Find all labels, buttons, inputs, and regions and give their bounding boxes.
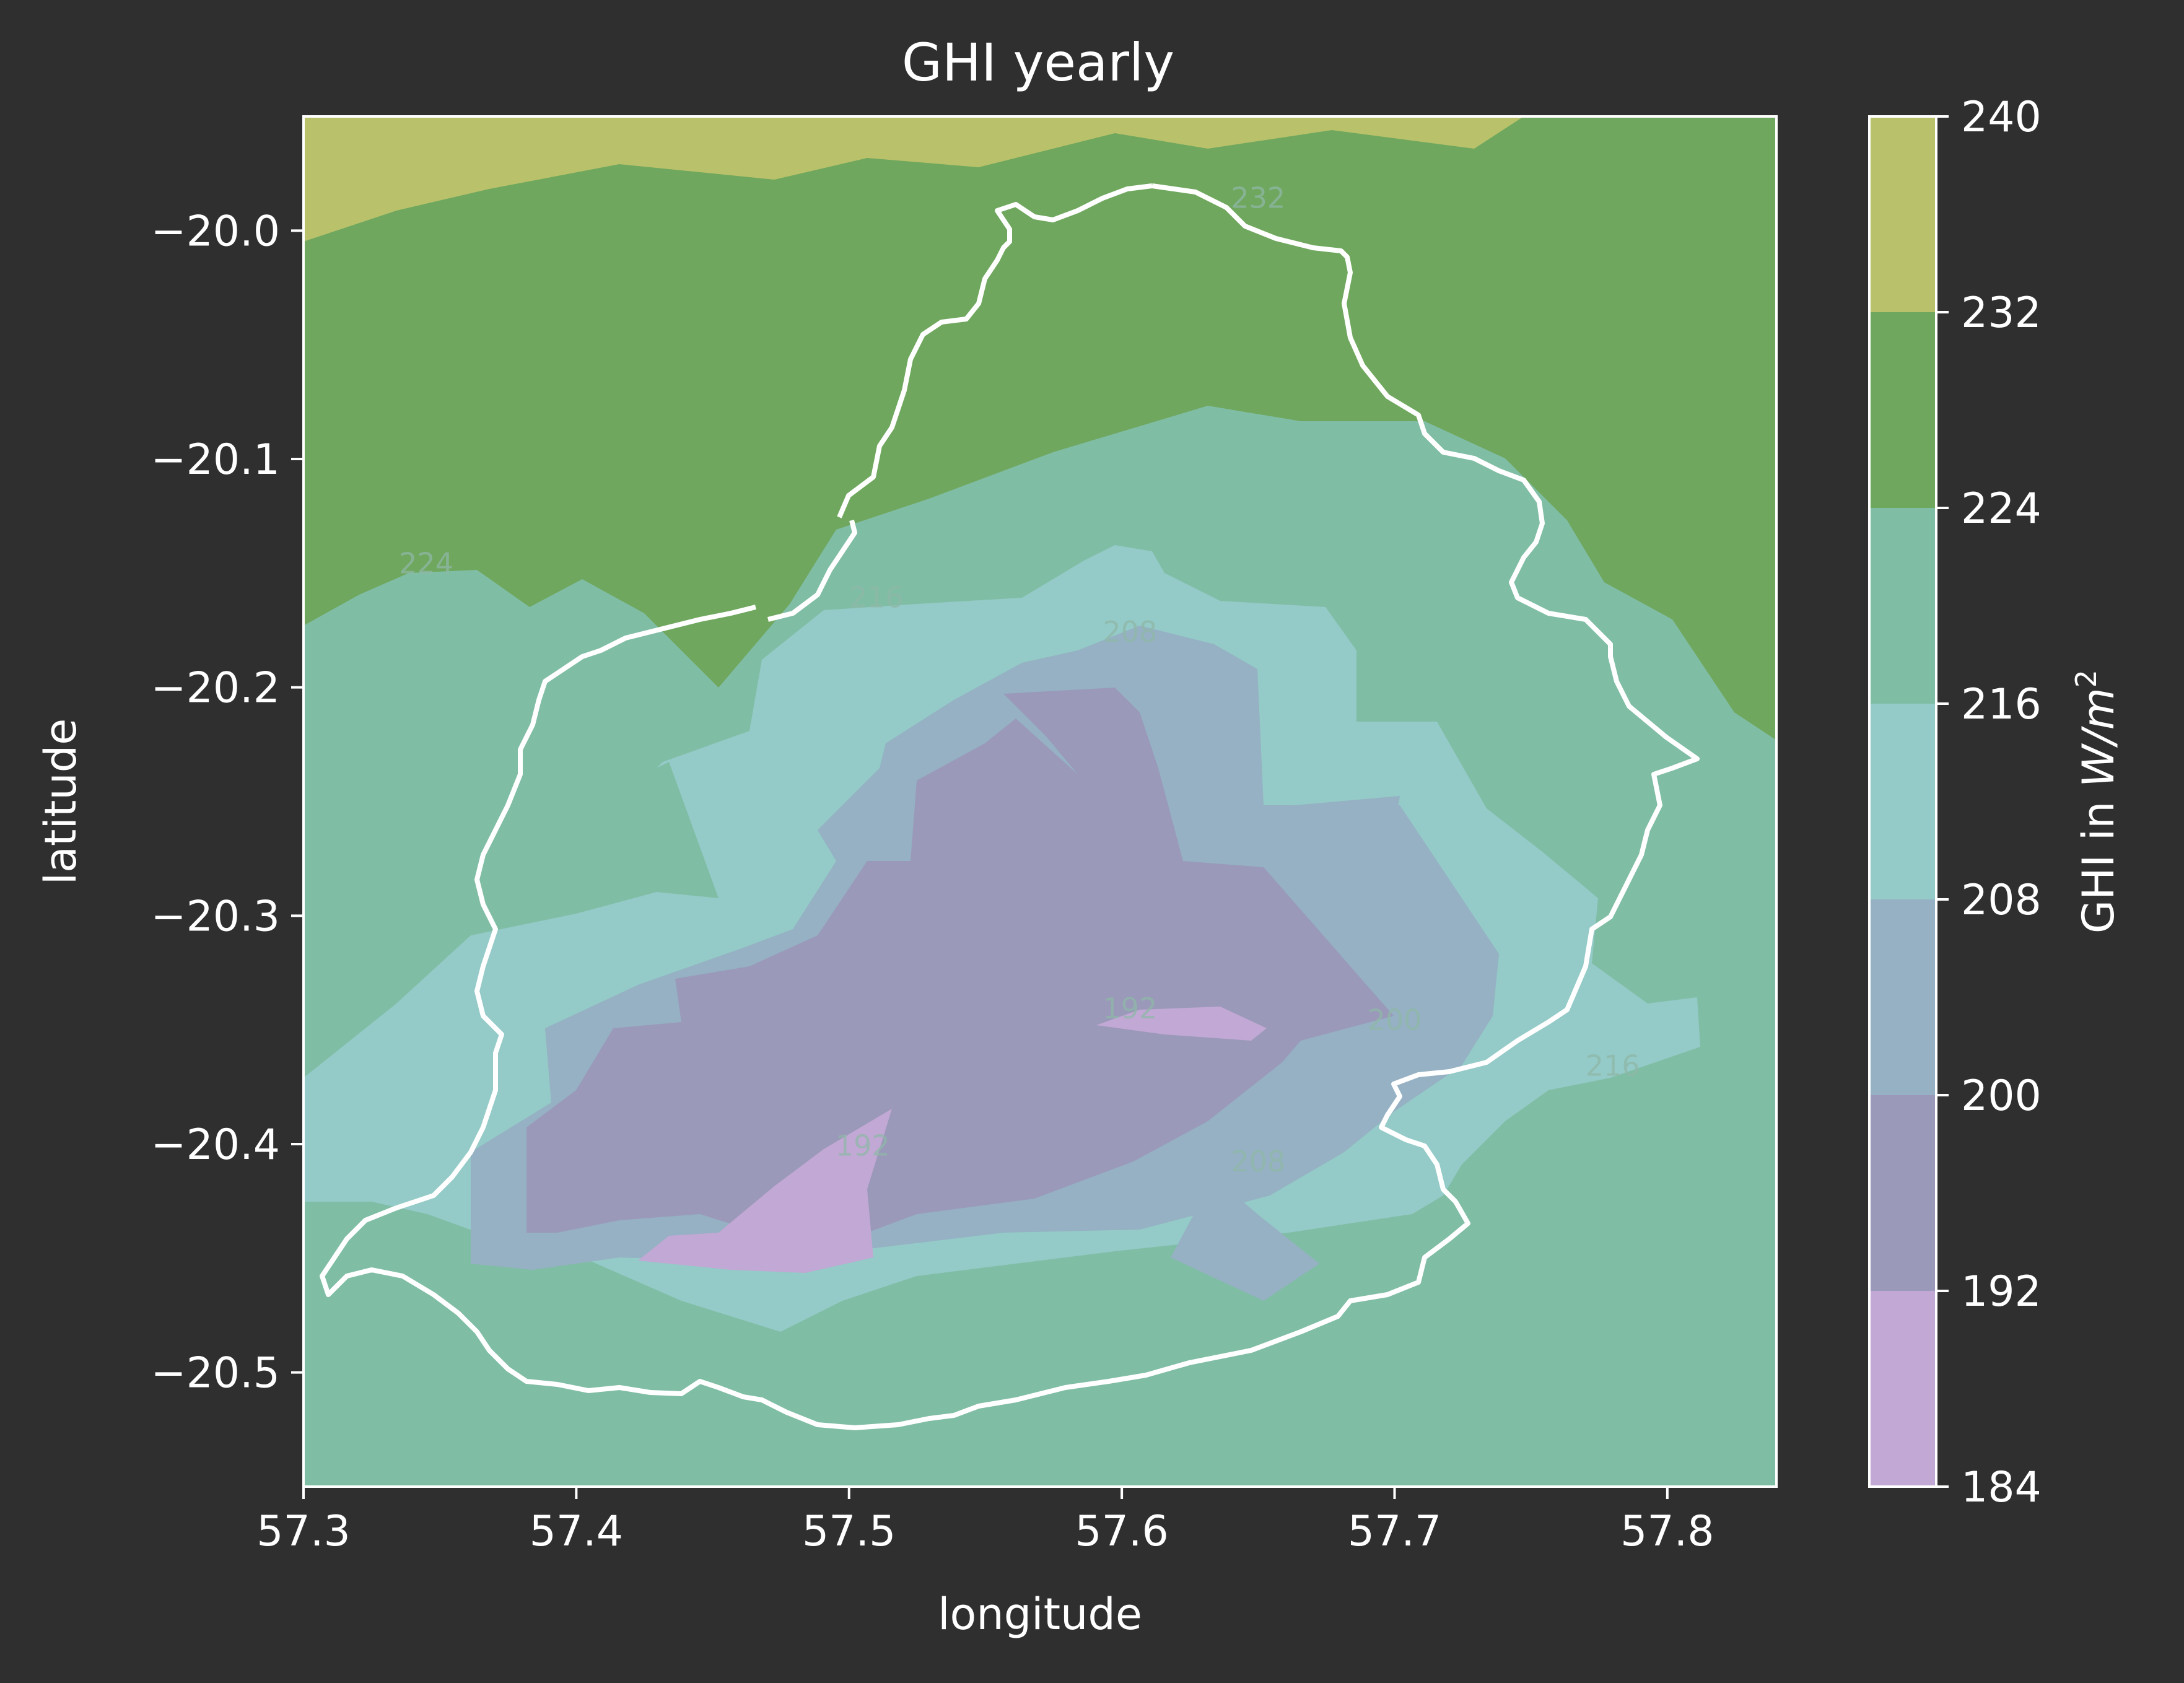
- colorbar-tick-label: 224: [1961, 484, 2042, 533]
- y-axis: −20.0 −20.1 −20.2 −20.3 −20.4 −20.5: [151, 207, 304, 1398]
- contour-label: 208: [1231, 1145, 1285, 1178]
- colorbar-tick-label: 240: [1961, 93, 2042, 142]
- colorbar-segment: [1869, 508, 1936, 704]
- contour-label: 192: [1103, 992, 1157, 1025]
- contour-label: 208: [1103, 615, 1157, 649]
- contour-labels: 232 224 216 208 192 200 216 192 208: [399, 181, 1640, 1178]
- colorbar-segment: [1869, 116, 1936, 312]
- band-184-192-center: [1096, 1007, 1267, 1041]
- contour-label: 232: [1231, 181, 1285, 214]
- band-192-200-east-notch: [1295, 796, 1400, 815]
- band-192-200: [526, 688, 1394, 1251]
- contour-label: 216: [1586, 1049, 1640, 1082]
- colorbar-tick-label: 192: [1961, 1267, 2042, 1316]
- band-184-192-southwest: [638, 1109, 892, 1273]
- colorbar-tick-label: 232: [1961, 289, 2042, 338]
- x-tick-label: 57.3: [256, 1507, 350, 1556]
- y-axis-label: latitude: [35, 719, 86, 885]
- colorbar-tick-label: 184: [1961, 1463, 2042, 1512]
- contour-label: 224: [399, 546, 453, 580]
- x-axis: 57.3 57.4 57.5 57.6 57.7 57.8: [256, 1487, 1714, 1556]
- x-tick-label: 57.7: [1348, 1507, 1441, 1556]
- colorbar-segment: [1869, 1095, 1936, 1291]
- plot-frame: [302, 115, 1778, 1488]
- chart-title: GHI yearly: [902, 32, 1174, 93]
- y-tick-label: −20.4: [151, 1121, 280, 1169]
- x-axis-label: longitude: [938, 1589, 1142, 1640]
- colorbar-label-exponent: 2: [2069, 670, 2103, 688]
- colorbar-segment: [1869, 704, 1936, 899]
- colorbar-frame: [1868, 115, 1937, 1488]
- colorbar: 184 192 200 208 216 224 232 240: [1868, 93, 2042, 1512]
- colorbar-tick-label: 200: [1961, 1072, 2042, 1121]
- colorbar-segment: [1869, 899, 1936, 1095]
- colorbar-tick-label: 208: [1961, 876, 2042, 925]
- y-tick-label: −20.5: [151, 1349, 280, 1398]
- y-tick-label: −20.2: [151, 664, 280, 713]
- contour-label: 192: [836, 1129, 890, 1162]
- colorbar-label-text: GHI in: [2073, 787, 2124, 933]
- x-tick-label: 57.6: [1075, 1507, 1168, 1556]
- colorbar-tick-label: 216: [1961, 680, 2042, 729]
- colorbar-segment: [1869, 312, 1936, 508]
- plot-area: 232 224 216 208 192 200 216 192 208: [302, 115, 1778, 1488]
- y-tick-label: −20.0: [151, 207, 280, 256]
- contour-label: 216: [849, 581, 904, 614]
- island-coastline: [320, 183, 1700, 1430]
- x-tick-label: 57.8: [1620, 1507, 1714, 1556]
- colorbar-label-unit: W/m: [2073, 688, 2124, 787]
- contour-label: 200: [1368, 1003, 1422, 1037]
- colorbar-segment: [1869, 1291, 1936, 1487]
- contour-fill: [304, 116, 1776, 1487]
- y-tick-label: −20.1: [151, 435, 280, 484]
- y-tick-label: −20.3: [151, 892, 280, 941]
- band-200-208-southeast: [1171, 1177, 1319, 1301]
- colorbar-label: GHI in W/m2: [2069, 670, 2124, 933]
- x-tick-label: 57.4: [530, 1507, 623, 1556]
- x-tick-label: 57.5: [802, 1507, 896, 1556]
